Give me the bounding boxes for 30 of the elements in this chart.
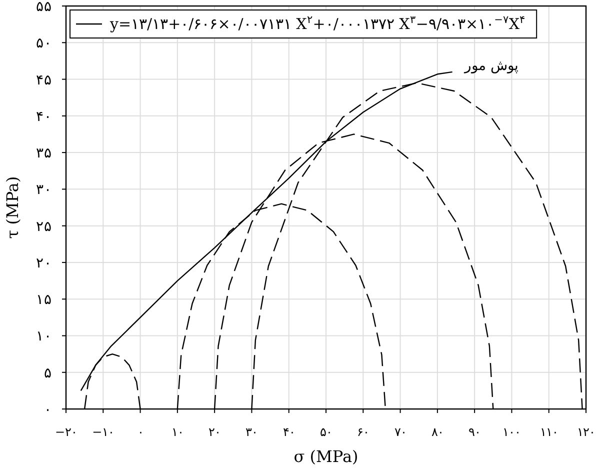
x-tick-label: ۶۰ <box>357 425 370 439</box>
x-tick-label: ۱۰۰ <box>502 425 521 439</box>
x-tick-label: ۳۰ <box>246 425 258 439</box>
y-tick-label: ۵ <box>44 365 52 382</box>
y-tick-label: ۳۰ <box>36 182 52 198</box>
x-tick-label: −۱۰ <box>92 425 114 439</box>
y-tick-label: ۵۰ <box>36 36 52 52</box>
x-tick-label: ۰ <box>137 425 144 439</box>
x-tick-label: ۱۲۰ <box>577 425 595 439</box>
x-tick-label: ۹۰ <box>468 425 481 439</box>
y-tick-label: ۰ <box>44 402 52 418</box>
y-tick-label: ۱۵ <box>36 292 52 308</box>
x-tick-label: ۲۰ <box>208 425 221 439</box>
x-tick-label: −۲۰ <box>54 425 78 439</box>
x-tick-label: ۱۱۰ <box>540 425 558 439</box>
y-tick-label: ۴۵ <box>36 72 52 88</box>
y-tick-label: ۱۰ <box>36 328 52 345</box>
y-tick-label: ۵۵ <box>36 0 52 15</box>
annotation: پوش مور <box>463 58 519 74</box>
x-axis-title: σ (MPa) <box>294 447 358 466</box>
y-tick-label: ۴۰ <box>36 108 52 125</box>
y-tick-label: ۲۰ <box>36 255 52 272</box>
x-tick-label: ۵۰ <box>320 425 332 439</box>
y-tick-label: ۲۵ <box>36 218 52 235</box>
y-tick-label: ۳۵ <box>36 146 52 162</box>
x-tick-label: ۸۰ <box>431 425 444 439</box>
x-tick-label: ۴۰ <box>282 425 295 439</box>
x-tick-label: ۷۰ <box>394 425 406 439</box>
y-axis-title: τ (MPa) <box>3 176 22 239</box>
x-tick-label: ۱۰ <box>171 425 184 439</box>
